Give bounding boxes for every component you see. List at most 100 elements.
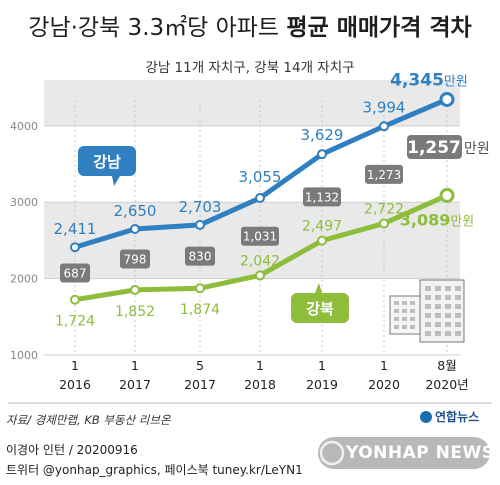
x-tick-label-year: 2016 — [59, 377, 91, 392]
gap-value-label: 687 — [64, 266, 87, 280]
building-window — [425, 304, 431, 309]
building-window — [435, 331, 441, 336]
x-tick-label-month: 1 — [131, 358, 139, 373]
gangbuk-point — [439, 187, 455, 203]
building-window — [410, 301, 415, 305]
gap-value-label: 1,031 — [243, 230, 277, 244]
subtitle: 강남 11개 자치구, 강북 14개 자치구 — [145, 60, 355, 76]
gangbuk-value-label: 3,089만원 — [400, 210, 475, 229]
building-window — [455, 331, 461, 336]
gangbuk-point — [70, 294, 80, 305]
gangnam-point — [439, 91, 455, 107]
x-tick-label-year: 2020 — [368, 377, 400, 392]
gangnam-value-label: 2,703 — [179, 198, 222, 216]
title-part2: 평균 매매가격 격차 — [286, 15, 472, 41]
x-tick-label-month: 8월 — [437, 358, 456, 373]
y-tick-label: 4000 — [10, 120, 38, 133]
legend-gangnam: 강남 — [78, 146, 136, 186]
gangbuk-value-label: 2,042 — [240, 253, 280, 269]
building-window — [445, 322, 451, 327]
gangnam-point — [70, 242, 80, 253]
x-tick-label-month: 1 — [256, 358, 264, 373]
building-window — [402, 301, 407, 305]
building-window — [425, 286, 431, 291]
x-tick-label-year: 2019 — [306, 377, 338, 392]
gap-box — [241, 226, 279, 246]
legend-box — [291, 293, 349, 323]
byline: 이경아 인턴 / 20200916 — [6, 443, 138, 457]
gangbuk-value-label: 2,497 — [302, 219, 342, 235]
legend-gangbuk: 강북 — [291, 283, 349, 323]
legend-gangbuk-label: 강북 — [306, 300, 334, 318]
building-window — [402, 309, 407, 313]
building-window — [455, 313, 461, 318]
gangnam-point — [195, 219, 205, 230]
x-tick-label-year: 2017 — [184, 377, 216, 392]
unit-label: 만원 — [444, 74, 468, 89]
building-window — [402, 325, 407, 329]
x-tick-label-month: 1 — [318, 358, 326, 373]
yonhap-logo-icon — [420, 411, 432, 423]
gangnam-point — [379, 121, 389, 132]
x-tick-label-month: 1 — [71, 358, 79, 373]
x-tick-label-year: 2018 — [244, 377, 276, 392]
gap-box — [407, 135, 462, 159]
building-window — [410, 325, 415, 329]
x-tick-label-month: 5 — [196, 358, 204, 373]
gangnam-value-label: 3,994 — [363, 98, 406, 116]
building-window — [435, 286, 441, 291]
gangnam-value-label: 3,629 — [301, 126, 344, 144]
gangbuk-point — [317, 235, 327, 246]
apartment-illustration — [389, 279, 465, 343]
building-window — [425, 331, 431, 336]
unit-label: 만원 — [464, 141, 490, 157]
building-window — [394, 309, 399, 313]
building-window — [455, 304, 461, 309]
gap-value-label: 1,273 — [367, 168, 401, 182]
y-tick-label: 3000 — [10, 196, 38, 209]
gap-box — [60, 263, 90, 283]
source-note: 자료/ 경제만랩, KB 부동산 리브온 — [6, 413, 171, 427]
grid-band — [44, 80, 460, 126]
building-window — [394, 301, 399, 305]
gap-box-total: 1,257 만원 — [407, 135, 490, 159]
building-window — [435, 322, 441, 327]
gangnam-point — [317, 149, 327, 160]
building-window — [445, 295, 451, 300]
building-window — [425, 322, 431, 327]
building-window — [445, 286, 451, 291]
building-window — [410, 309, 415, 313]
y-tick-label: 1000 — [10, 349, 38, 362]
building-window — [455, 295, 461, 300]
gangbuk-value-label: 1,874 — [180, 302, 220, 318]
x-tick-label-year: 2020년 — [425, 377, 468, 392]
x-tick-label-year: 2017 — [119, 377, 151, 392]
line-chart: 1000 2000 3000 4000 2,411 2,650 2,703 3,055 3,62… — [8, 70, 492, 404]
unit-label: 만원 — [450, 214, 474, 229]
gangnam-value-label: 2,411 — [54, 220, 97, 238]
building-window — [410, 317, 415, 321]
gangnam-value-label: 3,055 — [239, 168, 282, 186]
building-window — [445, 331, 451, 336]
page-title: 강남·강북 3.3㎡당 아파트 평균 매매가격 격차 — [0, 8, 500, 42]
legend-pointer — [112, 176, 120, 186]
building-window — [435, 304, 441, 309]
building-window — [445, 313, 451, 318]
gap-box — [365, 164, 403, 184]
gangnam-value-label: 4,345만원 — [390, 70, 468, 90]
building-window — [445, 304, 451, 309]
gap-box — [120, 249, 150, 269]
gap-value-label: 830 — [189, 250, 212, 264]
building-window — [425, 313, 431, 318]
y-tick-label: 2000 — [10, 273, 38, 286]
title-part1: 강남·강북 3.3㎡당 아파트 — [28, 15, 280, 41]
gangbuk-point — [130, 284, 140, 295]
building-window — [455, 322, 461, 327]
gap-box — [303, 187, 341, 207]
watermark: YONHAP NEWS — [346, 443, 495, 463]
gap-value-label: 798 — [124, 252, 147, 266]
building-window — [402, 317, 407, 321]
brand-logo-text: 연합뉴스 — [435, 410, 480, 424]
gangbuk-value-label: 1,852 — [115, 304, 155, 320]
gangbuk-point — [379, 218, 389, 229]
